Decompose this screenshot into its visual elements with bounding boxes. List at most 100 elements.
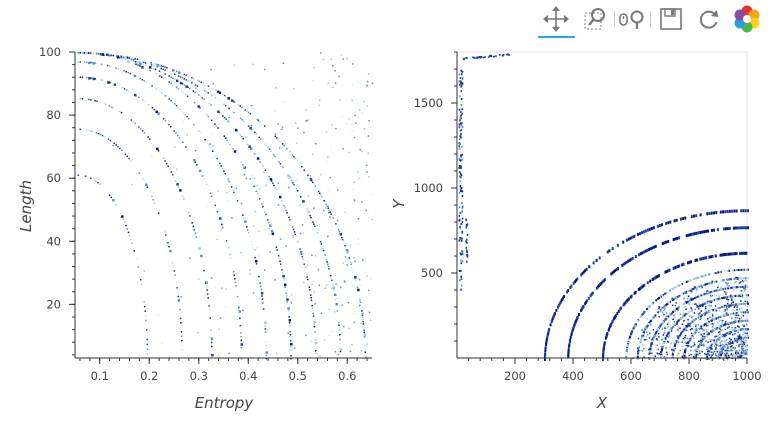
heatmap-cell [744,339,746,342]
heatmap-cell [461,223,463,226]
scatter-point [197,166,199,169]
heatmap-cell [684,336,686,339]
heatmap-cell [676,323,678,325]
scatter-point [166,70,168,72]
heatmap-cell [460,80,462,83]
heatmap-cell [568,340,571,344]
heatmap-cell [711,348,713,350]
heatmap-cell [712,318,715,321]
scatter-point [361,312,364,315]
heatmap-cell [684,301,687,303]
scatter-point [224,137,227,139]
scatter-point [327,207,329,210]
scatter-point [181,77,184,79]
heatmap-cell [729,348,732,350]
heatmap-cell [715,335,718,338]
scatter-point [204,180,206,183]
heatmap-cell [705,357,707,360]
heatmap-cell [650,343,653,346]
heatmap-cell [674,316,676,319]
scatter-point [259,121,261,123]
heatmap-cell [745,292,747,295]
scatter-point [175,282,178,285]
save-tool-button[interactable] [656,4,686,34]
scatter-point [162,65,164,68]
scatter-point [131,183,133,186]
scatter-point [354,260,356,263]
heatmap-cell [741,356,743,358]
scatter-point [263,171,265,174]
heatmap-cell [731,342,733,344]
heatmap-cell [695,231,698,235]
scatter-point [300,196,302,198]
heatmap-cell [678,331,680,333]
heatmap-cell [637,232,640,236]
heatmap-cell [665,240,668,244]
heatmap-cell [551,318,554,322]
scatter-point [185,85,188,88]
scatter-point [198,169,202,173]
scatter-point [313,320,316,324]
heatmap-cell [675,285,678,288]
scatter-point [239,105,242,107]
heatmap-cell [719,253,722,257]
scatter-point [302,200,305,203]
heatmap-cell [725,338,728,341]
heatmap-cell [701,328,703,330]
heatmap-cell [644,344,647,346]
pan-tool-button[interactable] [541,4,571,34]
scatter-point [267,219,269,221]
heatmap-cell [738,226,741,230]
heatmap-cell [722,335,724,338]
scatter-point [246,143,249,146]
heatmap-cell [719,353,722,356]
heatmap-cell [625,351,628,354]
scatter-point [335,283,337,286]
heatmap-cell [466,223,469,226]
heatmap-cell [711,281,714,284]
scatter-point [218,328,220,331]
heatmap-cell [725,306,728,308]
heatmap-cell [745,346,748,348]
heatmap-cell [700,257,703,261]
box-zoom-tool-button[interactable] [581,4,611,34]
y-tick-label: 40 [46,234,61,248]
heatmap-cell [725,343,728,346]
heatmap-cell [699,312,701,314]
heatmap-cell [691,232,694,236]
scatter-point [158,75,161,77]
bokeh-logo[interactable] [732,4,762,34]
scatter-point [291,154,294,156]
heatmap-cell [599,282,602,286]
scatter-point [116,57,119,59]
heatmap-cell [710,272,713,275]
reset-tool-button[interactable] [694,4,724,34]
heatmap-cell [681,304,684,307]
heatmap-cell [687,318,689,321]
heatmap-cell [703,230,706,234]
heatmap-cell [609,325,612,329]
scatter-point [188,117,190,120]
heatmap-cell [686,280,689,283]
scatter-point [187,86,189,89]
heatmap-cell [458,219,460,222]
heatmap-cell [708,355,710,357]
scatter-point [170,76,172,78]
scatter-point [178,298,180,301]
scatter-point [219,317,222,319]
heatmap-cell [722,348,725,350]
heatmap-cell [744,285,747,288]
heatmap-cell [656,329,659,332]
scatter-point [354,278,357,280]
heatmap-cell [651,246,654,250]
heatmap-cell [546,333,549,337]
scatter-point [195,87,197,90]
scatter-point [189,87,191,90]
heatmap-cell [714,345,717,347]
heatmap-cell [728,353,730,356]
scatter-point [116,54,118,57]
wheel-zoom-tool-button[interactable] [617,4,647,34]
heatmap-cell [734,327,737,329]
